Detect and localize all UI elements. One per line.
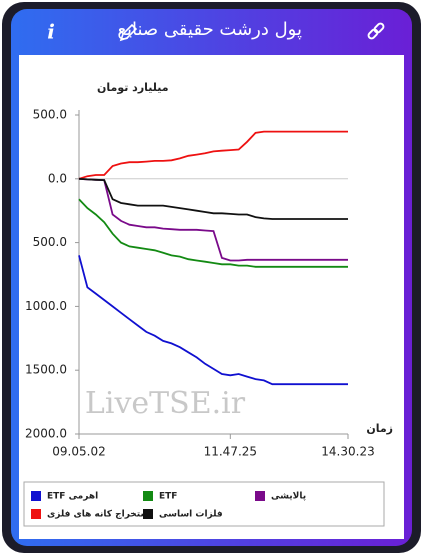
series-line bbox=[78, 177, 348, 262]
device-frame: i پول درشت حقیقی صنایع LiveTSE.ir میلیارد… bbox=[2, 2, 421, 553]
legend-label: ETF اهرمی bbox=[47, 492, 98, 502]
series-line bbox=[78, 198, 348, 268]
legend-swatch bbox=[31, 491, 41, 501]
legend-swatch bbox=[143, 491, 153, 501]
x-axis-title: زمان bbox=[366, 422, 393, 435]
card: i پول درشت حقیقی صنایع LiveTSE.ir میلیارد… bbox=[11, 9, 412, 546]
watermark: LiveTSE.ir bbox=[85, 386, 246, 421]
x-tick-label: 14.30.23 bbox=[321, 445, 374, 459]
header-icons: i bbox=[47, 20, 385, 44]
header: i پول درشت حقیقی صنایع bbox=[11, 9, 412, 55]
y-tick-label: 500.0 bbox=[33, 108, 67, 122]
legend-label: فلزات اساسی bbox=[159, 510, 223, 520]
link-icon[interactable] bbox=[367, 22, 385, 40]
y-tick-label: 2000.0 bbox=[25, 427, 67, 441]
legend-swatch bbox=[255, 491, 265, 501]
chart: LiveTSE.ir میلیارد تومان زمان 500.0 0.0 500.0… bbox=[23, 81, 393, 527]
legend-label: پالایشی bbox=[271, 492, 306, 502]
legend-box bbox=[23, 481, 385, 527]
edit-icon[interactable] bbox=[119, 23, 138, 42]
x-tick-label: 09.05.02 bbox=[52, 445, 105, 459]
y-tick-label: 1000.0 bbox=[25, 299, 67, 313]
legend-label: ETF bbox=[159, 492, 177, 502]
legend-swatch bbox=[143, 509, 153, 519]
y-tick-label: 1500.0 bbox=[25, 363, 67, 377]
y-axis-title: میلیارد تومان bbox=[97, 81, 169, 94]
y-tick-label: 0.0 bbox=[48, 171, 67, 185]
legend-label: استخراج کانه های فلزی bbox=[47, 510, 152, 520]
series-line bbox=[78, 255, 348, 386]
x-tick-label: 11.47.25 bbox=[204, 445, 257, 459]
series-line bbox=[78, 130, 348, 180]
info-icon[interactable]: i bbox=[47, 20, 55, 44]
series-line bbox=[78, 177, 348, 220]
chart-area: LiveTSE.ir میلیارد تومان زمان 500.0 0.0 500.0… bbox=[19, 55, 404, 539]
y-tick-label: 500.0 bbox=[33, 235, 67, 249]
legend: ETF اهرمی ETF پالایشی استخراج کانه های فلزی… bbox=[23, 481, 385, 527]
legend-swatch bbox=[31, 509, 41, 519]
header-title: پول درشت حقیقی صنایع bbox=[117, 19, 302, 40]
